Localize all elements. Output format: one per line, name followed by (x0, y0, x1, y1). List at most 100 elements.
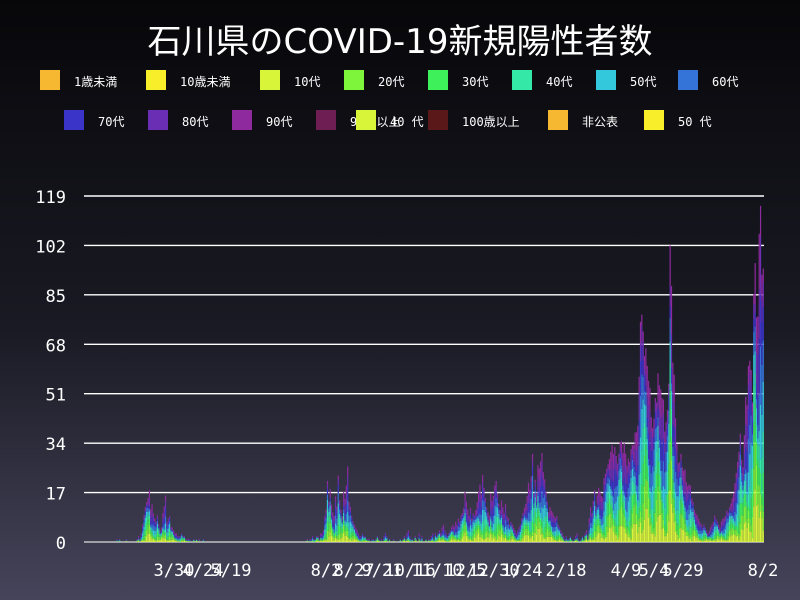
bar-segment (668, 423, 670, 442)
bar-segment (758, 338, 760, 395)
bar-segment (457, 530, 459, 535)
legend-label: 10歳未満 (180, 75, 231, 89)
bar-segment (529, 534, 531, 539)
bar-segment (526, 520, 528, 523)
bar-segment (677, 539, 679, 542)
bar-segment (348, 530, 350, 536)
bar-segment (442, 533, 445, 536)
bar-segment (638, 445, 640, 475)
bar-segment (652, 450, 654, 467)
bar-segment (461, 514, 463, 517)
bar-segment (468, 518, 470, 523)
bar-segment (591, 528, 593, 534)
bar-segment (517, 531, 519, 534)
bar-segment (684, 531, 686, 542)
bar-segment (604, 490, 606, 502)
bar-segment (653, 471, 655, 491)
bar-segment (569, 540, 571, 541)
bar-segment (483, 529, 485, 538)
bar-segment (496, 516, 499, 525)
bar-segment (384, 537, 387, 540)
bar-segment (758, 517, 760, 542)
bar-segment (541, 491, 543, 508)
bar-segment (685, 491, 687, 503)
bar-segment (496, 533, 499, 540)
bar-segment (669, 245, 671, 287)
bar-segment (320, 538, 322, 540)
bar-segment (719, 537, 721, 540)
bar-segment (598, 524, 600, 533)
bar-segment (183, 540, 186, 542)
bar-segment (509, 541, 511, 542)
bar-segment (546, 536, 548, 542)
bar-segment (163, 524, 165, 530)
bar-segment (677, 476, 679, 486)
bar-segment (762, 282, 764, 308)
bar-segment (592, 500, 594, 505)
bar-segment (730, 529, 732, 536)
bar-segment (688, 531, 690, 535)
bar-segment (406, 536, 408, 538)
bar-segment (540, 486, 542, 503)
bar-segment (324, 537, 326, 539)
bar-segment (534, 501, 536, 512)
bar-segment (556, 539, 558, 542)
bar-segment (140, 539, 142, 541)
bar-segment (534, 482, 536, 488)
bar-segment (673, 455, 675, 483)
bar-segment (576, 540, 578, 542)
bar-segment (509, 524, 511, 526)
bar-segment (754, 489, 756, 542)
bar-segment (715, 529, 717, 534)
bar-segment (352, 522, 354, 524)
bar-segment (340, 521, 342, 528)
bar-segment (700, 539, 702, 541)
bar-segment (519, 524, 521, 526)
bar-segment (747, 505, 750, 511)
bar-segment (460, 540, 462, 542)
bar-segment (487, 532, 489, 537)
bar-segment (475, 515, 477, 517)
bar-segment (455, 528, 457, 533)
bar-segment (626, 473, 628, 485)
bar-segment (468, 531, 470, 536)
bar-segment (689, 538, 691, 542)
bar-segment (480, 523, 482, 529)
bar-segment (565, 538, 567, 540)
bar-segment (718, 539, 720, 542)
bar-segment (761, 497, 763, 505)
bar-segment (325, 528, 327, 534)
bar-segment (683, 493, 685, 497)
bar-segment (557, 527, 559, 529)
bar-segment (723, 524, 725, 529)
bar-segment (179, 536, 181, 538)
bar-segment (448, 534, 450, 536)
bar-segment (482, 531, 484, 535)
bar-segment (488, 528, 490, 532)
bar-segment (639, 437, 642, 473)
bar-segment (761, 415, 763, 458)
bar-segment (116, 539, 118, 540)
bar-segment (525, 515, 527, 518)
legend-swatch (512, 70, 532, 90)
bar-segment (334, 515, 337, 524)
bar-segment (148, 505, 150, 510)
bar-segment (610, 486, 612, 489)
bar-segment (361, 533, 364, 535)
bar-segment (726, 512, 728, 516)
bar-segment (527, 491, 530, 504)
bar-segment (533, 493, 535, 495)
bar-segment (202, 539, 204, 541)
bar-segment (715, 537, 717, 542)
bar-segment (591, 519, 593, 524)
bar-segment (637, 514, 639, 522)
bar-segment (630, 477, 632, 493)
bar-segment (158, 525, 160, 527)
bar-segment (649, 513, 651, 526)
bar-segment (575, 539, 577, 541)
bar-segment (627, 464, 629, 473)
bar-segment (556, 523, 558, 527)
bar-segment (703, 532, 705, 536)
bar-segment (492, 530, 495, 532)
bar-segment (336, 518, 338, 526)
